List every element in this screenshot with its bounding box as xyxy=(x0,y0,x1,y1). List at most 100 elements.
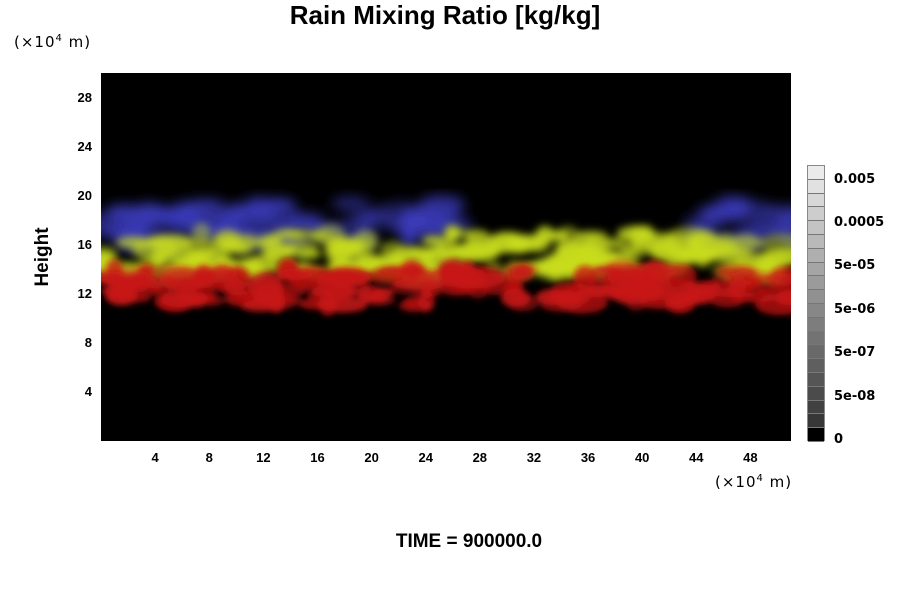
yellow-blob xyxy=(684,236,704,245)
yellow-blob xyxy=(601,238,626,249)
red-blob xyxy=(206,269,248,280)
blue-blob xyxy=(399,205,429,226)
red-blob xyxy=(507,293,540,312)
colorbar-level xyxy=(808,414,824,429)
red-blob xyxy=(316,297,368,313)
blue-blob xyxy=(331,196,370,211)
blue-blob xyxy=(129,201,167,226)
x-unit-label: (×104 m) xyxy=(715,473,793,491)
red-blob xyxy=(755,294,791,316)
x-tick-label: 12 xyxy=(256,450,271,465)
yellow-blob xyxy=(451,241,501,262)
colorbar-level xyxy=(808,207,824,222)
yellow-blob xyxy=(734,252,777,270)
y-tick-label: 12 xyxy=(77,285,92,301)
yellow-blob xyxy=(627,225,647,247)
time-label: TIME = 900000.0 xyxy=(395,531,543,552)
yellow-blob xyxy=(465,229,491,245)
colorbar-level xyxy=(808,221,824,235)
yellow-blob xyxy=(730,234,761,251)
yellow-blob xyxy=(422,235,446,245)
colorbar-level xyxy=(808,262,824,277)
yellow-blob xyxy=(192,223,211,245)
red-blob xyxy=(762,273,791,287)
blue-blob xyxy=(344,213,380,231)
colorbar-level xyxy=(808,166,824,180)
y-tick-label: 20 xyxy=(77,187,92,203)
y-tick-label: 16 xyxy=(77,236,92,252)
blue-blob xyxy=(200,209,220,228)
yellow-blob xyxy=(683,252,714,261)
colorbar-level xyxy=(808,373,824,387)
yellow-blob xyxy=(295,249,322,259)
red-blob xyxy=(419,283,437,295)
y-tick-label: 28 xyxy=(77,89,92,105)
red-blob xyxy=(372,287,395,297)
yellow-blob xyxy=(183,238,212,248)
yellow-blob xyxy=(116,236,150,249)
red-blob xyxy=(622,278,651,295)
colorbar-level xyxy=(808,290,824,304)
red-blob xyxy=(701,279,720,296)
colorbar-level xyxy=(808,359,824,373)
y-tick-label: 4 xyxy=(84,383,92,399)
y-tick-label: 24 xyxy=(77,138,92,154)
yellow-blob xyxy=(272,228,305,240)
colorbar-level xyxy=(808,276,824,291)
red-blob xyxy=(402,297,425,309)
x-tick-label: 32 xyxy=(526,450,542,465)
blue-blob xyxy=(256,198,297,214)
yellow-blob xyxy=(509,240,530,254)
x-tick-label: 36 xyxy=(580,450,596,465)
blue-blob xyxy=(290,211,325,222)
yellow-blob xyxy=(341,242,361,256)
red-blob xyxy=(662,289,698,306)
colorbar-level xyxy=(808,345,824,360)
blue-blob xyxy=(776,212,791,224)
blue-blob xyxy=(726,200,777,223)
blue-blob xyxy=(176,202,203,221)
yellow-blob xyxy=(620,243,641,257)
colorbar-level xyxy=(808,248,824,263)
plot-area xyxy=(101,73,791,441)
y-axis-label: Height xyxy=(32,227,53,287)
colorbar-label: 0.0005 xyxy=(834,215,885,230)
colorbar-level xyxy=(808,386,824,401)
colorbar-level xyxy=(808,179,824,194)
red-blob xyxy=(758,285,791,297)
yellow-blob xyxy=(219,242,245,253)
red-blob xyxy=(563,282,592,306)
colorbar xyxy=(807,165,825,442)
x-tick-label: 44 xyxy=(689,450,704,465)
yellow-blob xyxy=(757,233,791,253)
colorbar-level xyxy=(808,331,824,346)
colorbar-label: 0 xyxy=(834,432,844,447)
red-blob xyxy=(309,287,330,296)
red-blob xyxy=(315,271,355,289)
yellow-blob xyxy=(545,251,581,269)
red-blob xyxy=(506,266,531,281)
yellow-blob xyxy=(590,251,615,265)
x-tick-label: 40 xyxy=(634,450,650,465)
red-blob xyxy=(101,273,128,284)
red-blob xyxy=(715,265,758,277)
colorbar-level xyxy=(808,428,824,442)
red-blob xyxy=(744,278,763,287)
red-blob xyxy=(711,294,745,308)
yellow-blob xyxy=(388,246,434,271)
colorbar-label: 5e-07 xyxy=(834,345,876,360)
x-tick-label: 20 xyxy=(364,450,379,465)
colorbar-level xyxy=(808,304,824,318)
yellow-blob xyxy=(144,234,195,250)
yellow-blob xyxy=(258,234,280,248)
x-tick-label: 4 xyxy=(151,450,159,465)
chart-title: Rain Mixing Ratio [kg/kg] xyxy=(289,0,601,30)
x-tick-label: 8 xyxy=(205,450,213,465)
red-blob xyxy=(175,278,216,302)
blue-blob xyxy=(400,226,417,249)
colorbar-level xyxy=(808,400,824,415)
red-layer xyxy=(101,258,791,317)
red-blob xyxy=(377,265,428,275)
yellow-blob xyxy=(315,224,346,247)
colorbar-level xyxy=(808,317,824,332)
